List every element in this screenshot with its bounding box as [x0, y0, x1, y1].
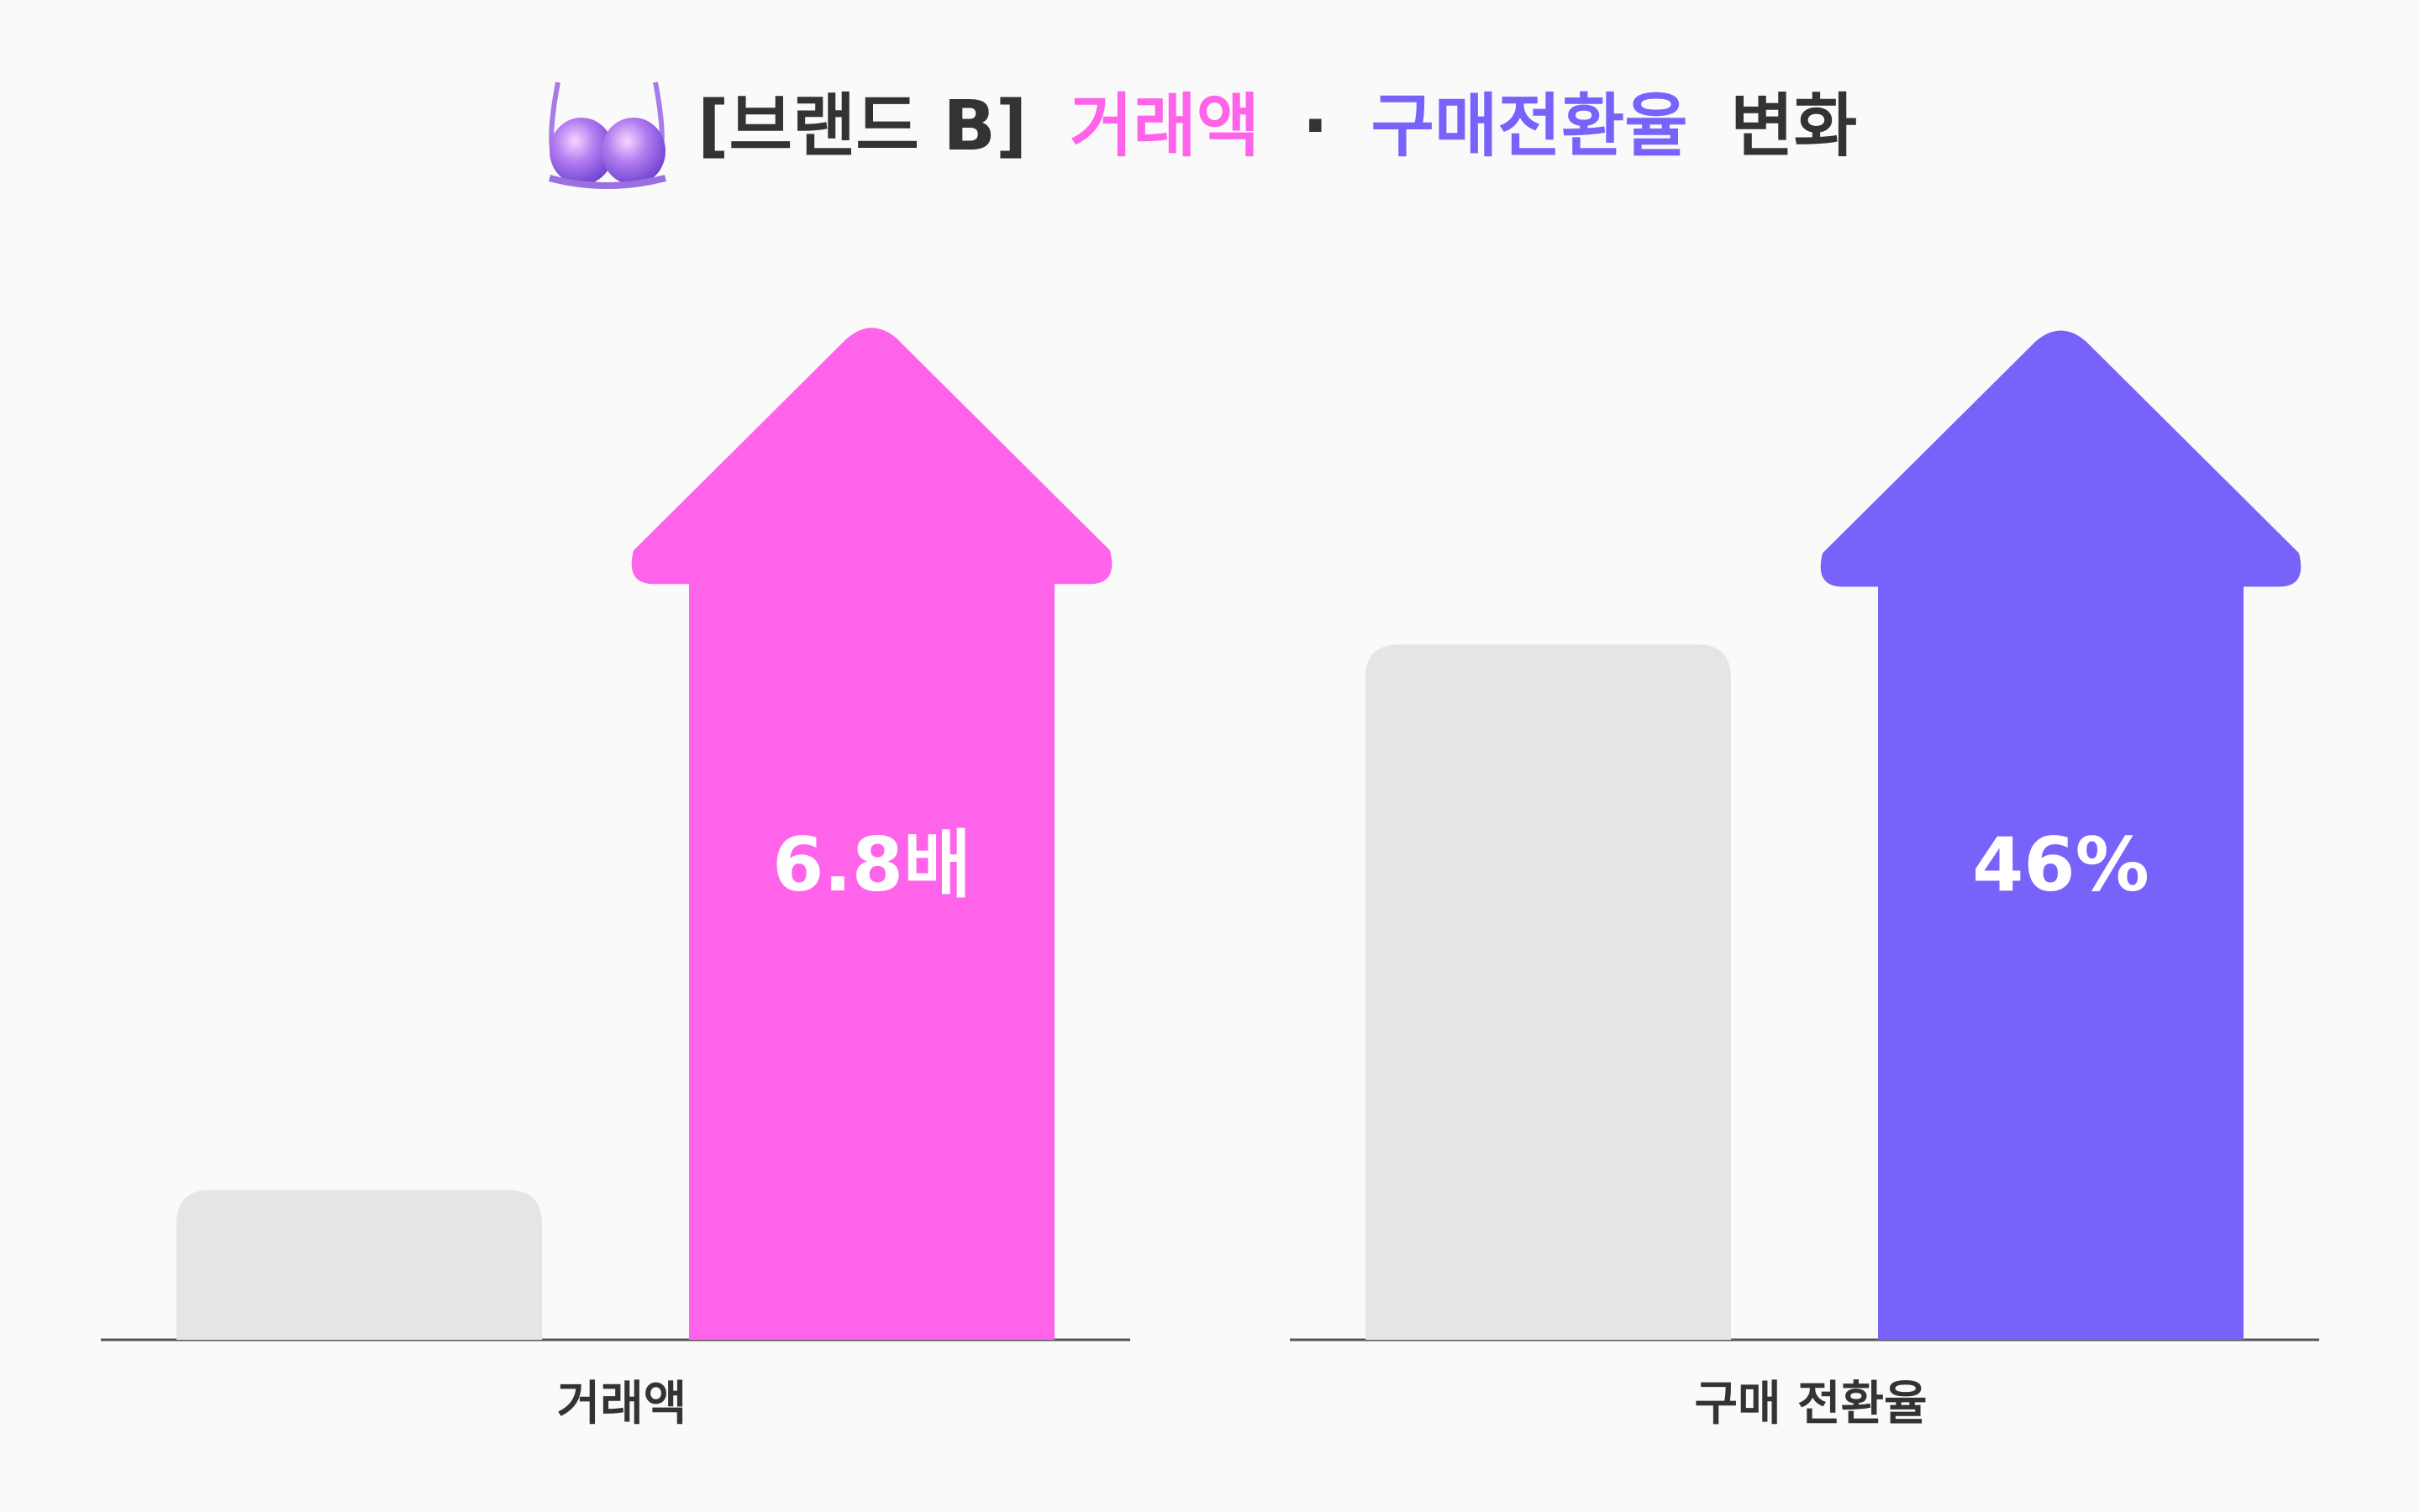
- title-prefix: [브랜드 B]: [697, 87, 1027, 166]
- bra-icon: [548, 81, 666, 189]
- bar-before: [176, 1189, 542, 1340]
- chart-title: [브랜드 B] 거래액 · 구매전환율 변화: [548, 81, 1857, 189]
- bar-after-arrow: [631, 328, 1113, 1340]
- title-part-conversion: 구매전환율: [1371, 87, 1688, 166]
- bar-before: [1365, 644, 1731, 1340]
- bar-value-label: 46%: [1972, 822, 2149, 908]
- bar-value-label: 6.8배: [772, 822, 971, 908]
- title-part-amount: 거래액: [1070, 87, 1260, 166]
- bar-after-arrow: [1820, 330, 2302, 1340]
- category-label: 거래액: [557, 1377, 687, 1431]
- category-label: 구매 전환율: [1694, 1377, 1927, 1431]
- title-separator: ·: [1302, 87, 1328, 166]
- title-suffix: 변화: [1730, 87, 1857, 166]
- svg-text:[브랜드 B] 거래액 ·: [브랜드 B] 거래액 · 구매전환율 변화: [697, 87, 1857, 166]
- chart-panel-2: 46% 구매 전환율: [1290, 330, 2319, 1431]
